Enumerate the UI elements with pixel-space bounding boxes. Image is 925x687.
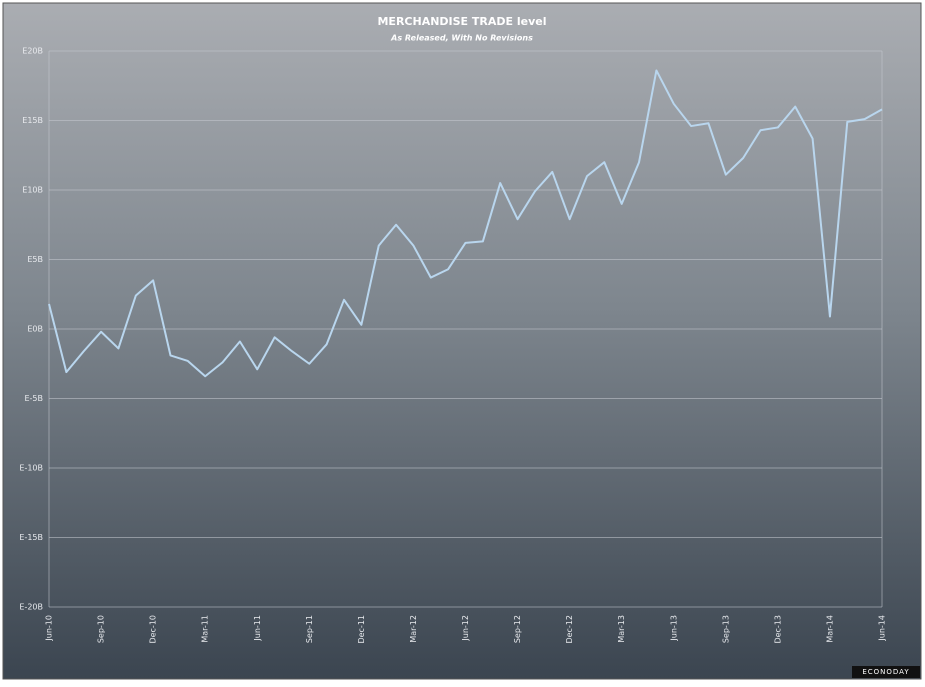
x-tick-label: Sep-12 xyxy=(513,615,522,643)
y-tick-label: E20B xyxy=(22,47,43,56)
x-tick-label: Sep-13 xyxy=(721,615,730,643)
x-tick-label: Dec-13 xyxy=(773,615,782,644)
x-tick-label: Mar-14 xyxy=(825,615,834,643)
x-tick-label: Jun-14 xyxy=(878,615,887,642)
x-tick-label: Jun-13 xyxy=(669,615,678,642)
y-tick-label: E10B xyxy=(22,186,43,195)
y-tick-label: E5B xyxy=(27,255,43,264)
x-tick-label: Dec-12 xyxy=(565,615,574,644)
x-tick-label: Jun-11 xyxy=(253,615,262,642)
y-tick-label: E0B xyxy=(27,325,43,334)
x-tick-label: Dec-11 xyxy=(357,615,366,644)
chart-subtitle: As Released, With No Revisions xyxy=(390,34,533,43)
x-tick-label: Sep-10 xyxy=(97,615,106,643)
brand-box xyxy=(852,666,920,678)
y-tick-label: E15B xyxy=(22,116,43,125)
series-line xyxy=(48,69,883,378)
y-tick-label: E-15B xyxy=(19,533,43,542)
chart-title: MERCHANDISE TRADE level xyxy=(377,15,546,28)
x-tick-label: Mar-12 xyxy=(409,615,418,643)
x-tick-label: Dec-10 xyxy=(149,615,158,644)
brand: ECONODAY xyxy=(862,668,909,676)
x-tick-label: Mar-13 xyxy=(617,615,626,643)
x-tick-label: Mar-11 xyxy=(201,615,210,643)
y-tick-label: E-10B xyxy=(19,464,43,473)
y-tick-label: E-20B xyxy=(19,603,43,612)
x-tick-label: Jun-12 xyxy=(461,615,470,642)
y-tick-label: E-5B xyxy=(24,394,43,403)
x-tick-label: Jun-10 xyxy=(45,615,54,642)
x-tick-label: Sep-11 xyxy=(305,615,314,643)
